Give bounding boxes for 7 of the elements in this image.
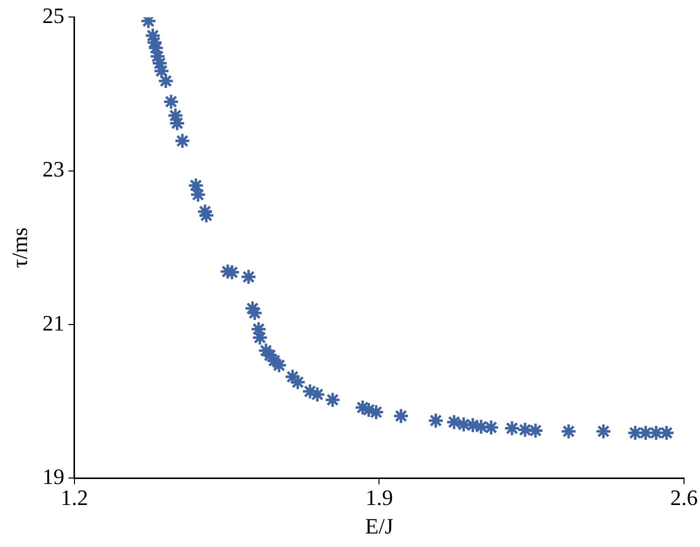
y-tick-label: 23 bbox=[42, 156, 64, 182]
x-tick-label: 1.9 bbox=[365, 485, 393, 510]
y-axis-title: τ/ms bbox=[6, 227, 32, 268]
x-axis-title: E/J bbox=[365, 514, 394, 539]
y-tick-label: 25 bbox=[42, 2, 64, 28]
x-tick-label: 2.6 bbox=[670, 485, 698, 510]
y-tick-label: 21 bbox=[42, 310, 64, 336]
